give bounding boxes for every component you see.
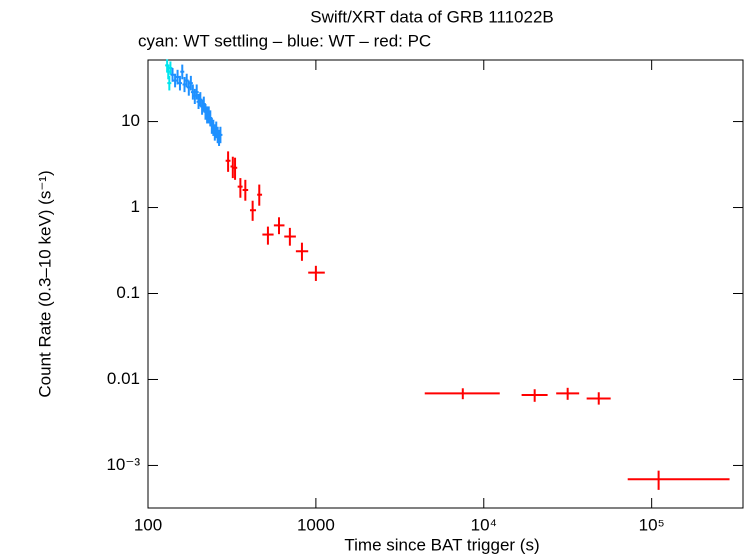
- chart-title: Swift/XRT data of GRB 111022B: [310, 7, 554, 26]
- plot-frame: [147, 59, 744, 509]
- y-tick-label: 0.1: [116, 283, 140, 302]
- y-tick-label: 10: [121, 111, 140, 130]
- chart-subtitle: cyan: WT settling – blue: WT – red: PC: [138, 31, 431, 50]
- x-tick-label: 1000: [297, 515, 335, 534]
- y-axis-label: Count Rate (0.3–10 keV) (s⁻¹): [35, 170, 54, 397]
- x-axis-label: Time since BAT trigger (s): [344, 535, 539, 554]
- y-tick-label: 0.01: [107, 369, 140, 388]
- x-tick-label: 10⁵: [639, 515, 665, 534]
- y-tick-label: 1: [131, 197, 140, 216]
- x-tick-label: 100: [134, 515, 162, 534]
- y-tick-label: 10⁻³: [106, 455, 140, 474]
- x-tick-label: 10⁴: [471, 515, 497, 534]
